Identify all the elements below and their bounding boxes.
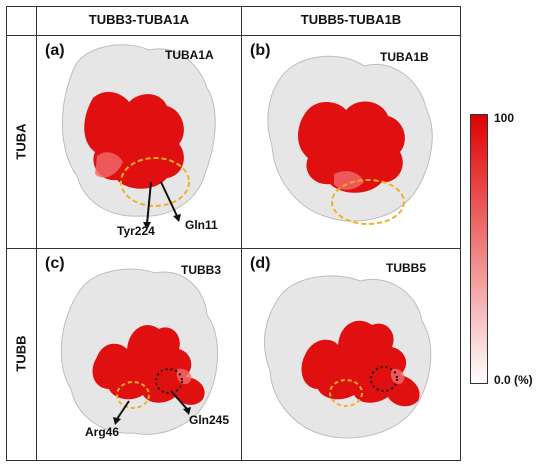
annotation-arg46: Arg46: [85, 425, 120, 439]
row-label-tubb: TUBB: [13, 335, 29, 372]
panel-b: (b) TUBA1B: [242, 36, 460, 248]
row-label-tuba: TUBA: [13, 123, 29, 160]
annotation-gln11: Gln11: [185, 218, 218, 232]
annotation-gln245: Gln245: [189, 413, 230, 427]
protein-surface-b: [267, 55, 433, 225]
column-header-1: TUBB3-TUBA1A: [88, 12, 190, 27]
header-divider: [6, 35, 461, 36]
arrow-gln11: [160, 181, 178, 217]
panel-a: (a) TUBA1A Tyr224 Gln11: [37, 36, 241, 248]
column-header-2: TUBB5-TUBA1B: [300, 12, 402, 27]
border-top: [6, 6, 461, 7]
border-bottom: [6, 460, 461, 461]
panel-name-c: TUBB3: [181, 263, 222, 277]
panel-d: (d) TUBB5: [242, 249, 460, 460]
arrow-gln245: [170, 390, 188, 410]
arrow-arg46: [116, 400, 130, 420]
panel-letter-d: (d): [250, 255, 271, 272]
protein-surface-c: [60, 268, 218, 435]
panel-name-a: TUBA1A: [165, 48, 214, 62]
border-right: [460, 6, 461, 461]
figure-grid: TUBB3-TUBA1A TUBB5-TUBA1B TUBA TUBB (a) …: [6, 6, 461, 461]
panel-name-b: TUBA1B: [380, 50, 429, 64]
protein-surface-a: [61, 44, 216, 230]
rowlabel-divider: [36, 6, 37, 461]
border-left: [6, 6, 7, 461]
panel-letter-b: (b): [250, 42, 271, 59]
panel-letter-c: (c): [45, 255, 65, 272]
panel-name-d: TUBB5: [386, 261, 427, 275]
arrow-tyr224: [146, 181, 152, 225]
column-divider: [241, 6, 242, 461]
annotation-tyr224: Tyr224: [117, 224, 155, 238]
colorbar-min-label: 0.0 (%): [494, 373, 533, 387]
panel-letter-a: (a): [45, 42, 65, 59]
panel-c: (c) TUBB3 Arg46 Gln245: [37, 249, 241, 460]
protein-surface-d: [264, 275, 432, 439]
row-divider: [6, 248, 461, 249]
colorbar-max-label: 100: [494, 111, 515, 125]
colorbar: [470, 114, 488, 384]
